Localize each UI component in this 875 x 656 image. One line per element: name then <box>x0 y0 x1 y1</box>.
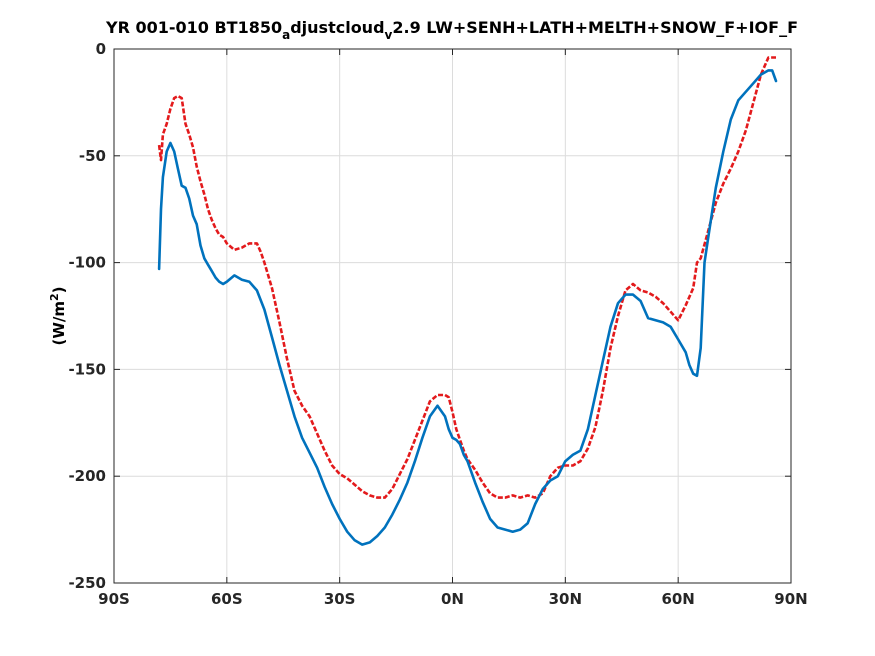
x-tick-label: 60N <box>661 590 694 608</box>
y-tick-label: -150 <box>68 360 106 378</box>
title-subscript-v: v <box>385 28 393 42</box>
x-tick-label: 60S <box>211 590 243 608</box>
x-tick-label: 30S <box>324 590 356 608</box>
y-tick-labels: 0 -50 -100 -150 -200 -250 <box>68 40 106 592</box>
dashed-red-series-line <box>157 56 776 499</box>
x-tick-label: 90N <box>774 590 807 608</box>
y-axis-label-superscript: 2 <box>48 293 61 301</box>
x-tick-labels: 90S 60S 30S 0N 30N 60N 90N <box>98 590 808 608</box>
y-tick-label: 0 <box>96 40 106 58</box>
series-group <box>157 56 778 546</box>
x-tick-label: 90S <box>98 590 130 608</box>
chart-title: YR 001-010 BT1850adjustcloudv2.9 LW+SENH… <box>105 18 798 42</box>
y-axis-label: (W/m2) <box>48 286 68 345</box>
solid-blue-series-line <box>157 69 778 546</box>
x-tick-label: 30N <box>549 590 582 608</box>
y-tick-label: -50 <box>79 147 106 165</box>
y-tick-label: -200 <box>68 467 106 485</box>
y-tick-label: -250 <box>68 574 106 592</box>
y-tick-label: -100 <box>68 254 106 272</box>
x-tick-label: 0N <box>441 590 464 608</box>
title-subscript-a: a <box>282 28 290 42</box>
tick-marks <box>113 48 792 584</box>
